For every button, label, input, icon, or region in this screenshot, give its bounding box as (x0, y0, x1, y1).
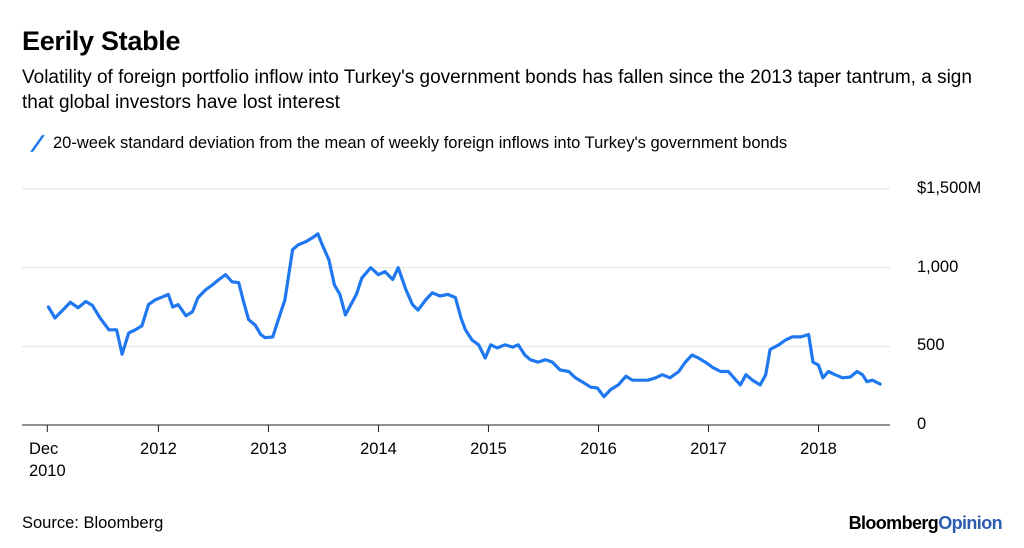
chart-title: Eerily Stable (22, 26, 181, 56)
chart-subtitle: Volatility of foreign portfolio inflow i… (22, 67, 972, 113)
brand-name: Bloomberg (848, 513, 939, 533)
series-line (46, 232, 882, 399)
x-tick-label: 2013 (250, 440, 287, 458)
legend: 20-week standard deviation from the mean… (30, 134, 788, 153)
y-tick-label: 1,000 (917, 257, 959, 276)
legend-label: 20-week standard deviation from the mean… (53, 134, 788, 152)
source: Source: Bloomberg (22, 514, 164, 532)
x-tick-label: 2012 (140, 440, 177, 458)
x-tick-label: 2017 (690, 440, 727, 458)
y-tick-label: $1,500M (917, 179, 982, 197)
brand-logo: BloombergOpinion (848, 513, 1003, 534)
x-tick-label: Dec 2010 (28, 440, 66, 480)
x-tick-label: 2014 (360, 440, 397, 458)
y-tick-label: 0 (917, 415, 927, 433)
x-tick-label: 2018 (800, 440, 837, 458)
y-tick-label: 500 (917, 336, 945, 355)
brand-suffix: Opinion (938, 513, 1002, 533)
x-tick-label: 2016 (580, 440, 617, 458)
x-tick-label: 2015 (470, 440, 507, 458)
